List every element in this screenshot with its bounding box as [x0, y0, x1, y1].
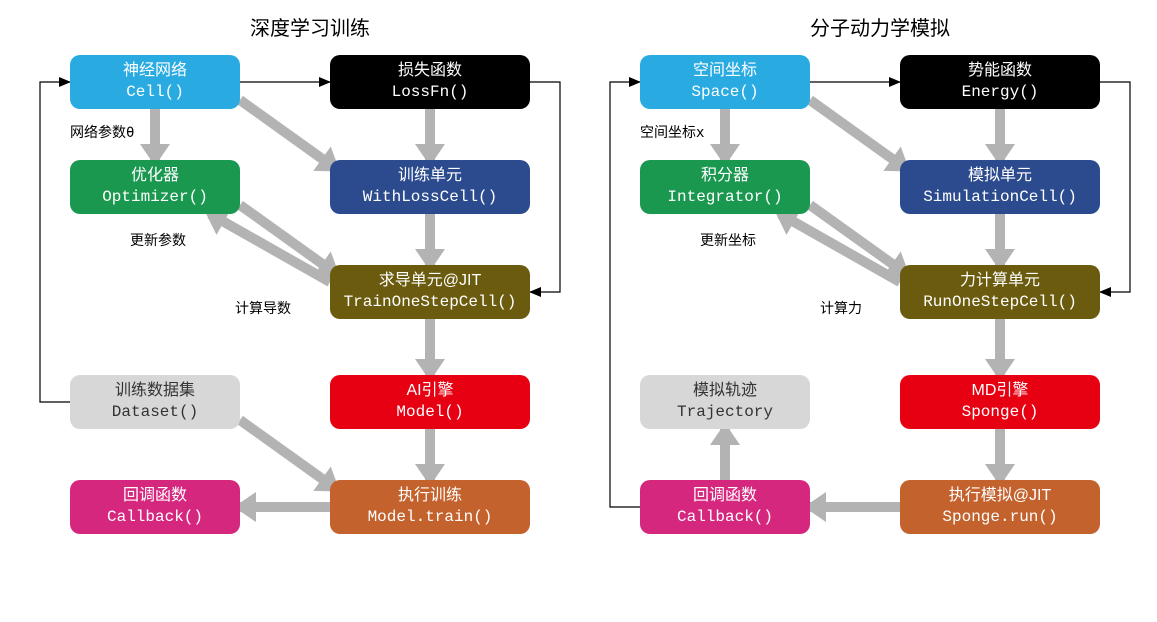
node-l_train: 执行训练Model.train()	[330, 480, 530, 534]
edge-r-energy-to-step-side	[1100, 82, 1130, 292]
node-l_model-line1: AI引擎	[406, 381, 453, 402]
node-l_onestep-line2: TrainOneStepCell()	[344, 292, 517, 313]
edge-r-step-to-integ	[780, 214, 900, 282]
edge-r-callback-to-space	[610, 82, 640, 507]
node-l_model-line2: Model()	[396, 402, 463, 423]
edge-label-r_force: 计算力	[820, 298, 862, 318]
node-r_energy-line2: Energy()	[962, 82, 1039, 103]
edge-label-l_update: 更新参数	[130, 230, 186, 250]
node-l_loss: 损失函数LossFn()	[330, 55, 530, 109]
node-l_opt-line1: 优化器	[131, 166, 179, 187]
edge-l-loss-to-step-side	[530, 82, 560, 292]
node-r_space-line2: Space()	[691, 82, 758, 103]
title-left-text: 深度学习训练	[250, 18, 370, 40]
node-r_sponge: MD引擎Sponge()	[900, 375, 1100, 429]
edge-label-r_update: 更新坐标	[700, 230, 756, 250]
node-r_sponge-line2: Sponge()	[962, 402, 1039, 423]
node-r_onestep-line1: 力计算单元	[960, 271, 1040, 292]
node-l_cell-line1: 神经网络	[123, 61, 187, 82]
edge-r-space-to-simcell	[810, 100, 905, 168]
edge-label-l_theta: 网络参数θ	[70, 122, 134, 142]
edge-l-dataset-to-cell	[40, 82, 70, 402]
node-l_opt: 优化器Optimizer()	[70, 160, 240, 214]
node-l_loss-line1: 损失函数	[398, 61, 462, 82]
node-l_dataset-line2: Dataset()	[112, 402, 198, 423]
node-r_onestep: 力计算单元RunOneStepCell()	[900, 265, 1100, 319]
node-l_withloss-line2: WithLossCell()	[363, 187, 497, 208]
node-l_callback: 回调函数Callback()	[70, 480, 240, 534]
edge-l-step-to-opt	[210, 214, 330, 282]
node-r_traj: 模拟轨迹Trajectory	[640, 375, 810, 429]
node-r_run-line1: 执行模拟@JIT	[949, 486, 1051, 507]
node-l_withloss: 训练单元WithLossCell()	[330, 160, 530, 214]
node-r_integ-line2: Integrator()	[667, 187, 782, 208]
node-l_onestep-line1: 求导单元@JIT	[379, 271, 481, 292]
edge-label-r_x: 空间坐标x	[640, 122, 704, 142]
node-r_traj-line2: Trajectory	[677, 402, 773, 423]
node-r_run-line2: Sponge.run()	[942, 507, 1057, 528]
title-left: 深度学习训练	[210, 12, 410, 41]
node-r_integ: 积分器Integrator()	[640, 160, 810, 214]
node-r_energy: 势能函数Energy()	[900, 55, 1100, 109]
edge-l-opt-to-step	[240, 205, 335, 273]
node-l_train-line1: 执行训练	[398, 486, 462, 507]
node-r_simcell-line2: SimulationCell()	[923, 187, 1077, 208]
node-l_withloss-line1: 训练单元	[398, 166, 462, 187]
node-l_opt-line2: Optimizer()	[102, 187, 208, 208]
edge-r-integ-to-step	[810, 205, 905, 273]
node-r_energy-line1: 势能函数	[968, 61, 1032, 82]
node-r_run: 执行模拟@JITSponge.run()	[900, 480, 1100, 534]
node-r_onestep-line2: RunOneStepCell()	[923, 292, 1077, 313]
edge-l-dataset-to-train	[240, 420, 335, 488]
node-l_dataset: 训练数据集Dataset()	[70, 375, 240, 429]
node-r_space-line1: 空间坐标	[693, 61, 757, 82]
title-right-text: 分子动力学模拟	[810, 18, 950, 40]
node-r_simcell-line1: 模拟单元	[968, 166, 1032, 187]
node-l_cell-line2: Cell()	[126, 82, 184, 103]
edge-l-cell-to-withloss	[240, 100, 335, 168]
edge-label-l_grad: 计算导数	[235, 298, 291, 318]
node-l_train-line2: Model.train()	[368, 507, 493, 528]
node-l_dataset-line1: 训练数据集	[115, 381, 195, 402]
title-right: 分子动力学模拟	[780, 12, 980, 41]
node-r_callback: 回调函数Callback()	[640, 480, 810, 534]
node-l_model: AI引擎Model()	[330, 375, 530, 429]
node-l_cell: 神经网络Cell()	[70, 55, 240, 109]
node-l_callback-line1: 回调函数	[123, 486, 187, 507]
node-l_loss-line2: LossFn()	[392, 82, 469, 103]
node-r_callback-line1: 回调函数	[693, 486, 757, 507]
node-r_callback-line2: Callback()	[677, 507, 773, 528]
node-r_sponge-line1: MD引擎	[972, 381, 1029, 402]
node-r_simcell: 模拟单元SimulationCell()	[900, 160, 1100, 214]
node-r_traj-line1: 模拟轨迹	[693, 381, 757, 402]
node-r_integ-line1: 积分器	[701, 166, 749, 187]
node-l_callback-line2: Callback()	[107, 507, 203, 528]
node-r_space: 空间坐标Space()	[640, 55, 810, 109]
node-l_onestep: 求导单元@JITTrainOneStepCell()	[330, 265, 530, 319]
